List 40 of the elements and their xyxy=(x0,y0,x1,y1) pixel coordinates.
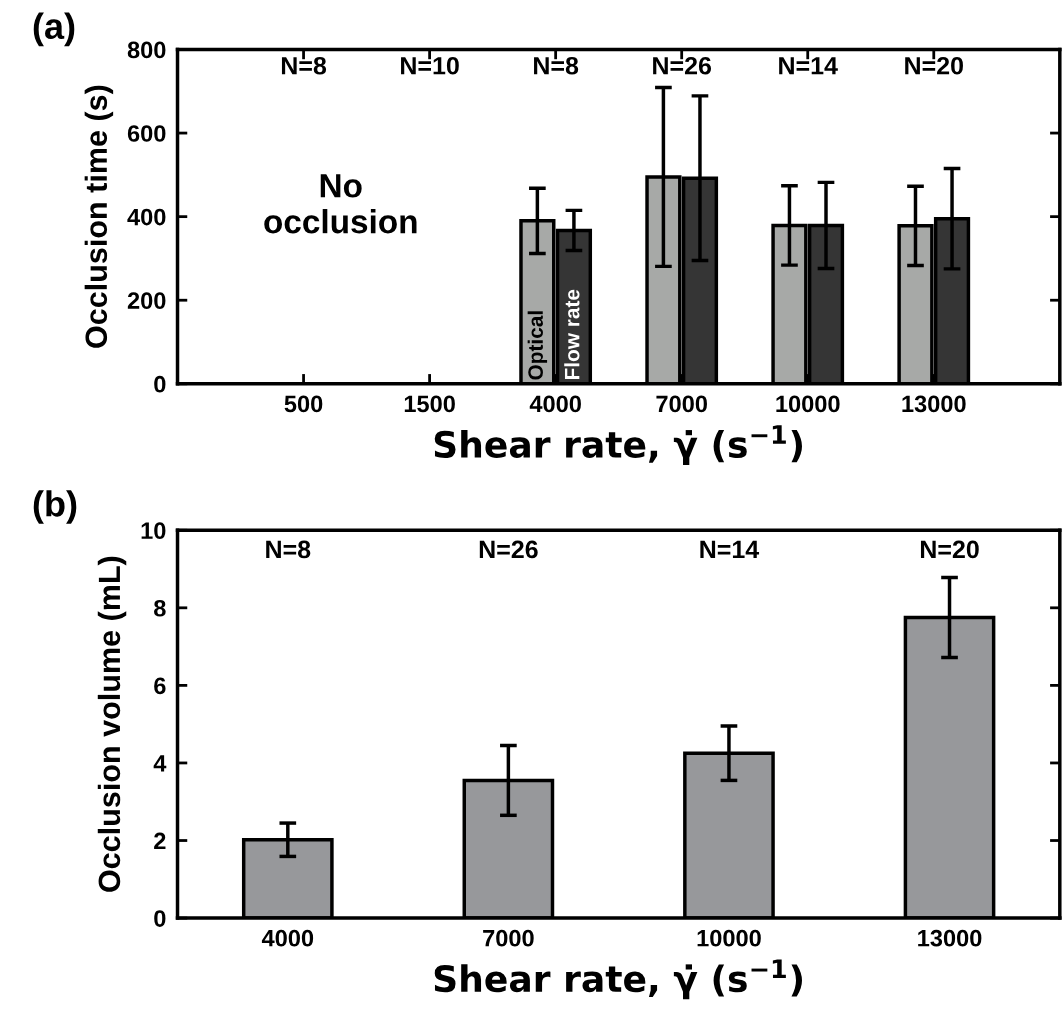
annotation: N=8 xyxy=(266,540,311,559)
chart-title: (a) xyxy=(33,12,75,47)
x-tick-label: 7000 xyxy=(483,929,534,947)
y-axis-title: Occlusion volume (mL) xyxy=(97,556,127,892)
x-tick-label: 10000 xyxy=(776,395,840,413)
x-tick-label: 4000 xyxy=(529,395,581,413)
y-tick-label: 6 xyxy=(154,677,166,695)
y-tick-label: 800 xyxy=(127,41,166,59)
y-tick-label: 400 xyxy=(127,208,166,226)
y-tick-label: 4 xyxy=(153,755,167,772)
y-tick-label: 10 xyxy=(141,522,166,540)
annotation: No occlusion xyxy=(264,174,417,234)
series-label: Optical xyxy=(527,311,548,380)
annotation: N=20 xyxy=(905,56,963,75)
annotation: N=8 xyxy=(281,56,327,75)
x-axis-title: Shear rate, γ̇ (s$^{−1}$) xyxy=(434,959,802,1000)
x-tick-label: 4000 xyxy=(261,929,314,947)
x-tick-label: 13000 xyxy=(918,929,982,947)
x-tick-label: 13000 xyxy=(902,395,966,413)
annotation: N=10 xyxy=(401,56,459,75)
y-tick-label: 0 xyxy=(154,375,166,393)
x-tick-label: 500 xyxy=(284,395,323,413)
x-tick-label: 10000 xyxy=(697,929,761,947)
y-tick-label: 2 xyxy=(154,832,166,850)
y-tick-label: 200 xyxy=(127,292,166,310)
annotation: N=8 xyxy=(534,56,579,75)
annotation: N=14 xyxy=(779,57,838,75)
annotation: N=26 xyxy=(653,56,712,75)
y-tick-label: 8 xyxy=(154,599,166,617)
y-tick-label: 600 xyxy=(127,125,166,142)
x-tick-label: 1500 xyxy=(404,395,455,413)
annotation: N=26 xyxy=(479,540,538,559)
y-tick-label: 0 xyxy=(154,910,166,927)
x-axis-title: Shear rate, γ̇ (s$^{−1}$) xyxy=(434,425,802,466)
annotation: N=14 xyxy=(700,540,760,559)
chart-title: (b) xyxy=(33,490,77,524)
x-tick-label: 7000 xyxy=(656,395,707,413)
y-axis-title: Occlusion time (s) xyxy=(84,85,114,348)
annotation: N=20 xyxy=(920,540,979,559)
series-label: Flow rate xyxy=(564,289,580,380)
